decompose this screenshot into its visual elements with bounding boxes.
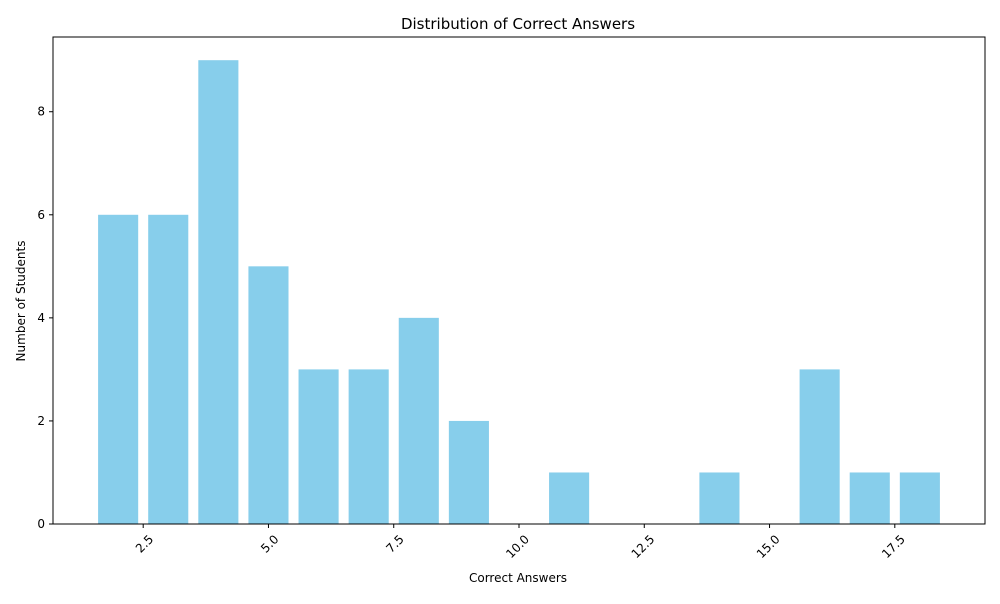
bar-6: [298, 369, 339, 524]
bar-7: [348, 369, 389, 524]
x-tick-label: 10.0: [503, 532, 532, 561]
y-axis-label: Number of Students: [14, 241, 28, 362]
bar-17: [849, 472, 890, 524]
y-tick-label: 0: [37, 517, 45, 531]
x-tick-label: 15.0: [754, 532, 783, 561]
x-axis-label: Correct Answers: [469, 571, 567, 585]
x-tick-label: 17.5: [879, 532, 908, 561]
chart-title: Distribution of Correct Answers: [401, 15, 635, 33]
bar-3: [148, 214, 189, 525]
y-tick-label: 2: [37, 414, 45, 428]
bar-8: [398, 317, 439, 524]
bar-4: [198, 60, 239, 524]
bar-11: [549, 472, 590, 524]
y-tick-label: 8: [37, 105, 45, 119]
plot-frame: [52, 36, 986, 525]
x-tick-label: 12.5: [629, 532, 658, 561]
y-tick-label: 6: [37, 208, 45, 222]
bar-5: [248, 266, 289, 524]
bar-9: [448, 420, 489, 524]
bar-18: [899, 472, 940, 524]
bar-16: [799, 369, 840, 524]
y-tick-label: 4: [37, 311, 45, 325]
bars-layer: [98, 60, 940, 525]
bar-2: [98, 214, 139, 525]
x-tick-label: 7.5: [383, 532, 406, 555]
bar-14: [699, 472, 740, 524]
x-tick-label: 5.0: [258, 532, 281, 555]
x-tick-label: 2.5: [133, 532, 156, 555]
